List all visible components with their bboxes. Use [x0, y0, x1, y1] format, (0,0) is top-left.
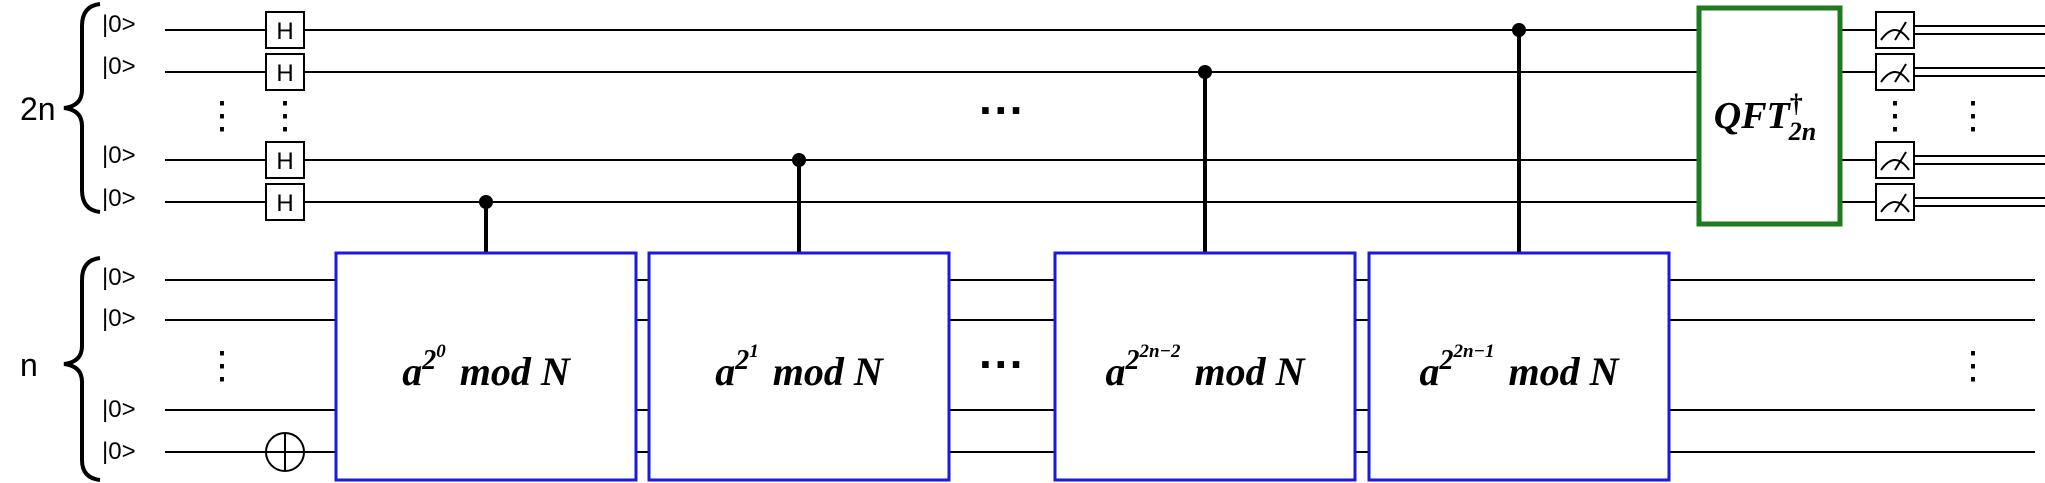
svg-text:H: H	[276, 60, 293, 87]
qubit-init-label: |0>	[102, 142, 136, 169]
vertical-ellipsis: ⋮	[1954, 95, 1992, 137]
x-gate-icon	[265, 432, 305, 472]
control-dot	[792, 153, 806, 167]
qubit-init-label: |0>	[102, 53, 136, 80]
register-brace-bottom	[63, 256, 101, 482]
measurement-meter-icon	[1875, 141, 1915, 179]
qubit-init-label: |0>	[102, 11, 136, 38]
vertical-ellipsis: ⋮	[1876, 95, 1914, 137]
svg-text:H: H	[276, 190, 293, 217]
hadamard-gate: H	[265, 183, 305, 221]
qubit-init-label: |0>	[102, 185, 136, 212]
control-dot	[479, 195, 493, 209]
register-brace-top	[63, 2, 101, 214]
mod-exp-gate: a22n−1 mod N	[1367, 251, 1671, 482]
hadamard-gate: H	[265, 53, 305, 91]
hadamard-gate: H	[265, 141, 305, 179]
inverse-qft-gate: QFT† 2n	[1696, 5, 1843, 227]
hadamard-gate: H	[265, 11, 305, 49]
svg-text:QFT†2n: QFT† 2n	[1714, 89, 1816, 146]
classical-wires	[1915, 25, 2045, 207]
control-lines	[484, 30, 1521, 253]
register-label-n: n	[20, 347, 38, 383]
horizontal-ellipsis: ···	[979, 84, 1025, 136]
measurement-meter-icon	[1875, 11, 1915, 49]
horizontal-ellipsis: ···	[979, 338, 1025, 390]
vertical-ellipsis: ⋮	[1954, 345, 1992, 387]
svg-text:H: H	[276, 148, 293, 175]
control-dot	[1512, 23, 1526, 37]
svg-text:H: H	[276, 18, 293, 45]
measurement-meter-icon	[1875, 183, 1915, 221]
mod-exp-gate: a22n−2 mod N	[1053, 251, 1357, 482]
top-register-wires	[165, 29, 1877, 203]
vertical-ellipsis: ⋮	[203, 95, 241, 137]
mod-exp-gate: a20 mod N	[334, 251, 638, 482]
mod-exp-gate: a21 mod N	[647, 251, 951, 482]
qubit-init-label: |0>	[102, 305, 136, 332]
measurement-meter-icon	[1875, 53, 1915, 91]
vertical-ellipsis: ⋮	[203, 345, 241, 387]
qubit-init-label: |0>	[102, 396, 136, 423]
control-dot	[1198, 65, 1212, 79]
qubit-init-label: |0>	[102, 264, 136, 291]
qubit-init-label: |0>	[102, 438, 136, 465]
register-label-2n: 2n	[20, 91, 56, 127]
vertical-ellipsis: ⋮	[266, 95, 304, 137]
